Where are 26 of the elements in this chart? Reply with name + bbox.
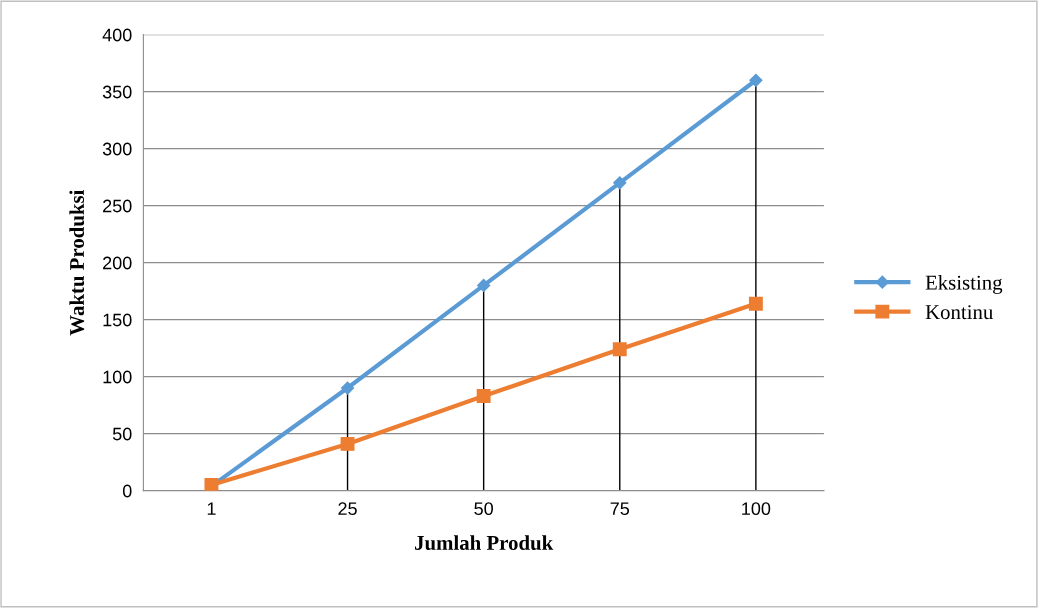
point	[476, 389, 491, 403]
point	[749, 73, 763, 87]
y-tick-label: 300	[102, 142, 132, 156]
y-tick-label: 50	[112, 427, 132, 441]
point	[613, 176, 627, 190]
y-axis-title: Waktu Produksi	[69, 189, 85, 336]
y-tick-label: 250	[103, 199, 132, 213]
legend-label: Kontinu	[925, 305, 993, 320]
x-tick-label: 1	[207, 502, 216, 515]
y-tick-label: 0	[122, 484, 132, 498]
y-tick-label: 200	[103, 256, 132, 270]
x-tick-label: 100	[742, 502, 771, 516]
y-tick-label: 150	[103, 313, 132, 327]
y-tick-label: 100	[103, 370, 132, 384]
x-tick-label: 25	[338, 502, 357, 516]
x-axis-title: Jumlah Produk	[415, 535, 554, 550]
point	[477, 278, 491, 293]
x-tick-label: 50	[474, 502, 493, 516]
y-tick-label: 350	[102, 85, 132, 99]
x-tick-label: 75	[610, 502, 630, 516]
point	[340, 381, 355, 395]
legend-label: Eksisting	[925, 275, 1003, 294]
point	[340, 436, 355, 451]
point	[748, 296, 763, 311]
point	[612, 342, 627, 357]
y-tick-label: 400	[102, 28, 132, 42]
